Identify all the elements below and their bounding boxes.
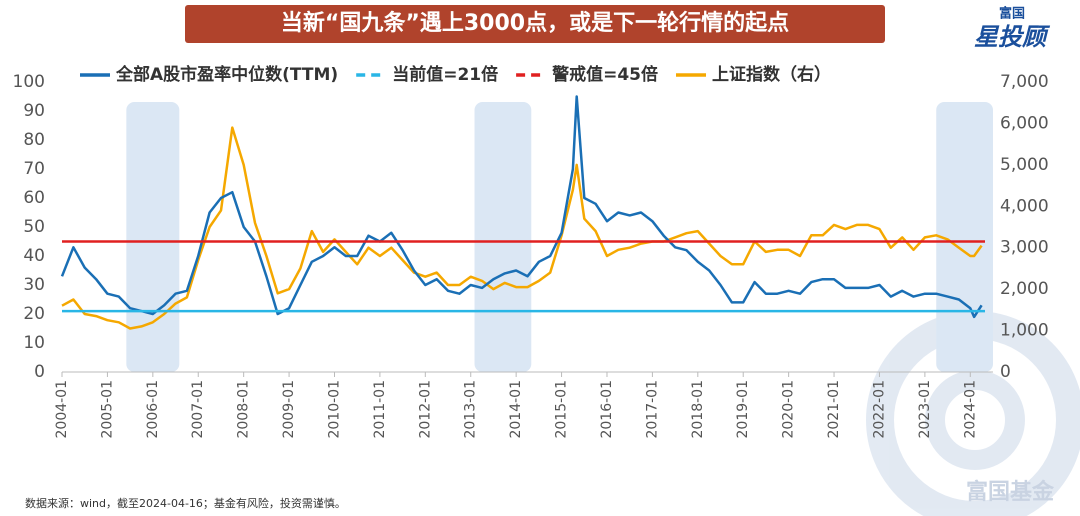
y2-tick-label: 4,000	[1000, 196, 1049, 216]
x-tick-label: 2014-01	[508, 380, 524, 439]
series-line	[60, 95, 983, 319]
watermark: 富国基金	[966, 479, 1055, 505]
x-tick-label: 2022-01	[871, 380, 887, 439]
legend-label: 上证指数（右）	[712, 64, 831, 85]
legend-label: 当前值=21倍	[392, 64, 498, 85]
series-line	[61, 126, 983, 330]
y-tick-label: 40	[23, 246, 45, 266]
y2-tick-label: 5,000	[1000, 155, 1049, 175]
x-tick-label: 2013-01	[463, 380, 479, 439]
y-tick-label: 10	[23, 333, 45, 353]
x-tick-label: 2012-01	[417, 380, 433, 439]
y-tick-label: 50	[23, 217, 45, 237]
x-tick-label: 2004-01	[54, 380, 70, 439]
x-tick-label: 2015-01	[554, 380, 570, 439]
y2-tick-label: 3,000	[1000, 238, 1049, 258]
y-tick-label: 30	[23, 275, 45, 295]
shaded-range	[474, 102, 532, 372]
x-tick-label: 2020-01	[781, 380, 797, 439]
x-tick-label: 2023-01	[917, 380, 933, 439]
x-tick-label: 2007-01	[190, 380, 206, 439]
x-tick-label: 2005-01	[99, 380, 115, 439]
x-tick-label: 2008-01	[236, 380, 252, 439]
y2-tick-label: 1,000	[1000, 321, 1049, 341]
x-tick-label: 2016-01	[599, 380, 615, 439]
y2-tick-label: 7,000	[1000, 72, 1049, 92]
x-tick-label: 2006-01	[145, 380, 161, 439]
legend-label: 全部A股市盈率中位数(TTM)	[115, 64, 338, 85]
x-tick-label: 2021-01	[826, 380, 842, 439]
x-tick-label: 2011-01	[372, 380, 388, 439]
y-tick-label: 0	[34, 362, 45, 382]
source-note: 数据来源：wind，截至2024-04-16；基金有风险，投资需谨慎。	[25, 496, 346, 510]
y2-tick-label: 6,000	[1000, 113, 1049, 133]
chart-title: 当新“国九条”遇上3000点，或是下一轮行情的起点	[281, 10, 789, 36]
y-tick-label: 80	[23, 130, 45, 150]
y-tick-label: 60	[23, 188, 45, 208]
shaded-range	[126, 102, 180, 372]
y-tick-label: 70	[23, 159, 45, 179]
y-tick-label: 20	[23, 304, 45, 324]
y2-tick-label: 0	[1000, 362, 1011, 382]
x-tick-label: 2010-01	[326, 380, 342, 439]
y-tick-label: 100	[13, 72, 45, 92]
x-tick-label: 2017-01	[644, 380, 660, 439]
y2-tick-label: 2,000	[1000, 279, 1049, 299]
logo-top: 富国	[999, 6, 1025, 22]
legend-label: 警戒值=45倍	[551, 64, 658, 85]
title-banner	[185, 5, 885, 43]
logo-main: 星投顾	[974, 23, 1051, 51]
x-tick-label: 2009-01	[281, 380, 297, 439]
x-tick-label: 2019-01	[735, 380, 751, 439]
y-tick-label: 90	[23, 101, 45, 121]
x-tick-label: 2024-01	[962, 380, 978, 439]
x-tick-label: 2018-01	[690, 380, 706, 439]
shaded-range	[936, 102, 993, 372]
